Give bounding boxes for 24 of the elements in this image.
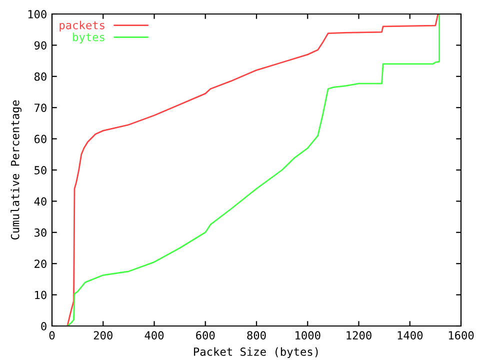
- x-tick-label: 400: [144, 331, 164, 340]
- y-tick-label: 70: [34, 104, 46, 112]
- y-tick-label: 80: [34, 72, 46, 81]
- y-axis-title: Cumulative Percentage: [10, 100, 22, 240]
- legend-label: bytes: [73, 32, 104, 44]
- x-tick-label: 1600: [448, 331, 474, 340]
- y-tick-label: 10: [35, 290, 46, 300]
- x-tick-label: 600: [196, 331, 215, 340]
- y-tick-label: 30: [34, 228, 46, 237]
- x-tick-label: 1400: [398, 331, 423, 340]
- x-axis-title: Packet Size (bytes): [194, 347, 318, 358]
- x-tick-label: 1000: [296, 331, 320, 340]
- x-tick-label: 0: [49, 331, 55, 340]
- y-tick-label: 40: [34, 197, 46, 206]
- y-tick-label: 90: [34, 41, 46, 50]
- x-tick-label: 1200: [346, 331, 372, 340]
- y-tick-label: 50: [34, 166, 46, 174]
- y-tick-label: 0: [41, 322, 46, 330]
- legend-label: packets: [60, 20, 104, 32]
- y-tick-label: 20: [34, 260, 46, 268]
- x-tick-label: 800: [247, 331, 266, 340]
- y-tick-label: 100: [28, 10, 46, 18]
- x-tick-label: 200: [94, 331, 112, 340]
- y-tick-label: 60: [34, 134, 46, 144]
